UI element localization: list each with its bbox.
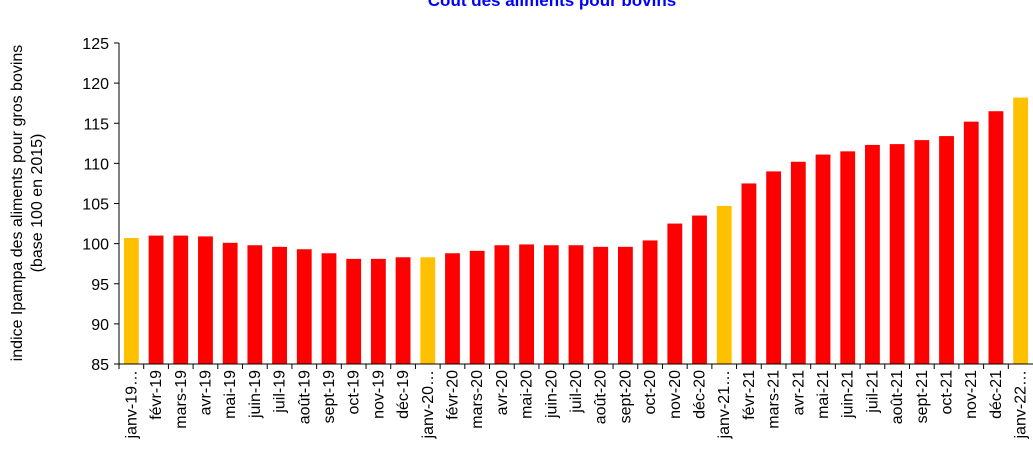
chart-title: Coût des aliments pour bovins (428, 0, 676, 10)
bar (1013, 97, 1029, 364)
x-tick-label: févr-20 (444, 370, 461, 420)
bar (222, 242, 238, 364)
bar (494, 245, 510, 364)
bar (395, 257, 411, 364)
x-tick-label: juin-19 (247, 370, 264, 419)
x-tick-label: juin-21 (840, 370, 857, 419)
x-tick-label: déc-21 (988, 370, 1005, 419)
x-tick-label: févr-19 (148, 370, 165, 420)
bar (123, 238, 139, 364)
bar (914, 140, 930, 364)
x-tick-label: sept-21 (914, 370, 931, 423)
x-tick-label: oct-19 (346, 370, 363, 415)
y-tick-label: 110 (83, 156, 109, 173)
y-tick-label: 100 (82, 237, 109, 254)
x-tick-label: avr-20 (494, 370, 511, 415)
y-tick-label: 125 (82, 36, 109, 53)
bar (296, 249, 312, 364)
bar (469, 250, 485, 364)
x-tick-label: nov-20 (667, 370, 684, 419)
bar (716, 205, 732, 364)
bar (420, 257, 436, 364)
x-tick-label: sept-20 (617, 370, 634, 423)
x-tick-label: déc-19 (395, 370, 412, 419)
x-tick-label: juin-20 (543, 370, 560, 419)
bar (667, 223, 683, 364)
y-axis-label: (base 100 en 2015) (29, 134, 46, 273)
bar (963, 121, 979, 365)
x-tick-label: nov-19 (370, 370, 387, 419)
bar (148, 235, 164, 364)
x-tick-label: mai-20 (519, 370, 536, 419)
x-tick-label: sept-19 (321, 370, 338, 423)
bar (865, 144, 880, 364)
x-tick-label: juil-19 (272, 370, 289, 414)
x-tick-label: mars-19 (173, 370, 190, 429)
bar (272, 246, 287, 364)
bar (445, 253, 460, 364)
x-tick-label: mars-20 (469, 370, 486, 429)
y-axis-label: indice Ipampa des aliments pour gros bov… (9, 45, 26, 362)
bar (815, 154, 831, 364)
x-tick-label: janv-19… (123, 370, 140, 439)
y-tick-label: 105 (82, 197, 109, 214)
x-tick-label: juil-20 (568, 370, 585, 414)
bar (939, 136, 954, 364)
x-tick-label: août-21 (889, 370, 906, 424)
bar (519, 244, 535, 364)
x-tick-label: avr-19 (197, 370, 214, 415)
x-tick-label: avr-21 (790, 370, 807, 415)
y-tick-label: 120 (82, 76, 109, 93)
bar (173, 235, 189, 364)
y-tick-label: 85 (91, 357, 109, 374)
bar (617, 246, 633, 364)
bar (642, 240, 658, 364)
bar (790, 161, 806, 364)
x-tick-label: juil-21 (864, 370, 881, 414)
x-tick-label: nov-21 (963, 370, 980, 419)
x-tick-label: mai-21 (815, 370, 832, 419)
bar (593, 246, 609, 364)
x-tick-label: août-19 (296, 370, 313, 424)
y-tick-label: 115 (83, 116, 109, 133)
x-tick-label: août-20 (593, 370, 610, 424)
bar (692, 215, 707, 364)
x-tick-label: mars-21 (766, 370, 783, 429)
bar (766, 171, 782, 364)
x-tick-label: janv-20… (420, 370, 437, 439)
x-tick-label: févr-21 (741, 370, 758, 420)
x-tick-label: déc-20 (692, 370, 709, 419)
bar (247, 245, 263, 364)
bar (988, 111, 1004, 365)
bar (741, 183, 757, 364)
x-tick-label: janv-21… (716, 370, 733, 439)
x-tick-label: oct-20 (642, 370, 659, 415)
bar (568, 245, 584, 364)
bar (543, 245, 559, 364)
x-tick-label: oct-21 (939, 370, 956, 415)
bar (198, 236, 213, 364)
bar (889, 144, 905, 364)
y-tick-label: 95 (91, 277, 109, 294)
bar (346, 258, 362, 364)
x-tick-label: janv-22… (1013, 370, 1030, 439)
bar (321, 253, 337, 364)
y-tick-label: 90 (91, 317, 109, 334)
x-tick-label: mai-19 (222, 370, 239, 419)
bar (370, 258, 386, 364)
bar (840, 151, 856, 364)
